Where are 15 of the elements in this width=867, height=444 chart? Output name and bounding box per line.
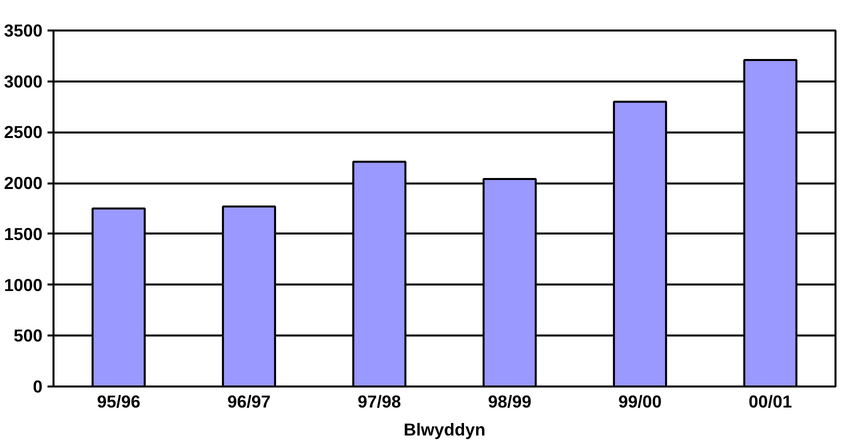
x-tick-label: 98/99 [488, 392, 532, 412]
y-tick-label: 1500 [4, 224, 43, 244]
y-tick-label: 3500 [4, 20, 43, 40]
y-tick-label: 1000 [4, 274, 43, 295]
y-tick-label: 2500 [4, 122, 43, 142]
x-axis-title: Blwyddyn [404, 420, 486, 440]
y-tick-label: 500 [14, 326, 43, 346]
x-tick-label: 99/00 [618, 392, 662, 412]
y-tick-label: 3000 [4, 71, 43, 92]
y-tick-label: 2000 [4, 173, 43, 194]
x-tick-label: 00/01 [748, 392, 792, 412]
y-tick-label: 0 [32, 376, 43, 396]
x-tick-label: 96/97 [227, 392, 271, 412]
x-tick-label: 95/96 [96, 392, 141, 412]
x-tick-label: 97/98 [358, 392, 402, 412]
